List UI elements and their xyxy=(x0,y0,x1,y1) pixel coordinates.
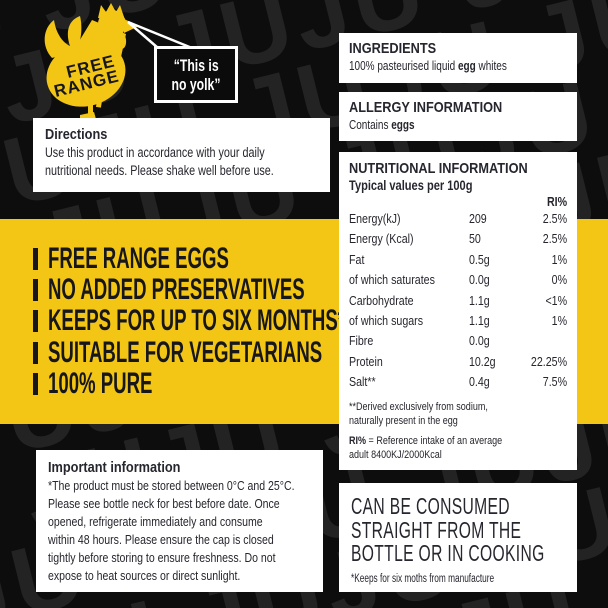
nutrition-row: Carbohydrate 1.1g <1% xyxy=(349,291,567,311)
speech-bubble-line1: “This is xyxy=(173,55,219,75)
claim-bullet-icon xyxy=(33,247,38,270)
nutrition-title: NUTRITIONAL INFORMATION xyxy=(349,160,528,177)
ri-bold: RI% xyxy=(349,434,367,447)
row-label: Fibre xyxy=(349,333,374,349)
row-ri: 7.5% xyxy=(542,374,568,390)
row-value: 0.4g xyxy=(468,374,490,390)
row-ri: 22.25% xyxy=(530,353,568,369)
row-ri: <1% xyxy=(545,292,568,308)
row-label: of which saturates xyxy=(349,272,435,288)
nutrition-row: Fat 0.5g 1% xyxy=(349,250,567,270)
claim-bullet-icon xyxy=(33,373,38,396)
row-value: 209 xyxy=(468,211,487,226)
ingredients-body: 100% pasteurised liquid egg whites xyxy=(349,58,523,75)
ingredients-text: 100% pasteurised liquid xyxy=(349,59,458,73)
row-value: 10.2g xyxy=(468,353,496,369)
important-information-panel: Important information *The product must … xyxy=(36,450,323,592)
claim-text: KEEPS FOR UP TO SIX MONTHS* xyxy=(48,304,345,338)
nutrition-subtitle: Typical values per 100g xyxy=(349,178,473,193)
ingredients-title: INGREDIENTS xyxy=(349,40,437,57)
row-label: Protein xyxy=(349,353,383,369)
claim-item: SUITABLE FOR VEGETARIANS xyxy=(33,335,527,369)
row-label: Salt** xyxy=(349,374,376,390)
nutrition-row: Energy(kJ) 209 2.5% xyxy=(349,209,567,229)
row-ri: 1% xyxy=(551,251,568,267)
ri-rest: = Reference intake of an average adult 8… xyxy=(349,434,503,462)
nutrition-footnote-ri: RI% = Reference intake of an average adu… xyxy=(349,434,567,463)
allergy-eggs-bold: eggs xyxy=(391,118,415,132)
row-value: 0.0g xyxy=(468,272,490,288)
nutrition-row: Fibre 0.0g xyxy=(349,331,567,351)
claim-item: FREE RANGE EGGS xyxy=(33,241,527,275)
claim-text: SUITABLE FOR VEGETARIANS xyxy=(48,335,323,369)
claim-item: KEEPS FOR UP TO SIX MONTHS* xyxy=(33,304,527,338)
allergy-body: Contains eggs xyxy=(349,117,523,134)
row-ri: 0% xyxy=(551,272,568,288)
row-value: 1.1g xyxy=(468,312,490,328)
speech-bubble: “This is no yolk” xyxy=(154,46,238,103)
consumption-footnote: *Keeps for six moths from manufacture xyxy=(351,572,495,585)
row-label: Carbohydrate xyxy=(349,292,414,308)
allergy-information-panel: ALLERGY INFORMATION Contains eggs xyxy=(339,92,577,141)
nutrition-row: Protein 10.2g 22.25% xyxy=(349,352,567,372)
claim-text: 100% PURE xyxy=(48,367,153,401)
claim-item: 100% PURE xyxy=(33,367,527,401)
directions-panel: Directions Use this product in accordanc… xyxy=(33,118,330,192)
row-label: Fat xyxy=(349,251,365,267)
row-value: 0.0g xyxy=(468,333,490,349)
ingredients-text-suffix: whites xyxy=(475,59,507,73)
ingredients-egg-bold: egg xyxy=(457,59,476,73)
nutrition-table: Typical values per 100g RI% Energy(kJ) 20… xyxy=(349,178,567,463)
consumption-panel: CAN BE CONSUMED STRAIGHT FROM THE BOTTLE… xyxy=(339,483,577,592)
claims-list: FREE RANGE EGGS NO ADDED PRESERVATIVES K… xyxy=(33,241,527,401)
speech-bubble-line2: no yolk” xyxy=(171,74,221,94)
nutrition-row: of which sugars 1.1g 1% xyxy=(349,311,567,331)
nutrition-row: of which saturates 0.0g 0% xyxy=(349,270,567,290)
nutrition-row: Energy (Kcal) 50 2.5% xyxy=(349,229,567,249)
directions-body: Use this product in accordance with your… xyxy=(45,145,274,178)
row-label: Energy (Kcal) xyxy=(349,231,414,247)
row-ri: 2.5% xyxy=(542,231,568,247)
free-range-chicken-icon: FREE RANGE xyxy=(44,3,139,123)
row-ri: 2.5% xyxy=(542,211,568,226)
speech-bubble-pointer xyxy=(127,20,193,50)
important-information-title: Important information xyxy=(48,459,181,476)
row-label: of which sugars xyxy=(349,312,424,328)
claim-text: FREE RANGE EGGS xyxy=(48,241,229,275)
row-ri: 1% xyxy=(551,312,568,328)
nutrition-footnote-sodium: **Derived exclusively from sodium, natur… xyxy=(349,400,488,428)
important-information-body: *The product must be stored between 0°C … xyxy=(48,478,295,583)
consumption-heading: CAN BE CONSUMED STRAIGHT FROM THE BOTTLE… xyxy=(351,493,545,566)
claim-item: NO ADDED PRESERVATIVES xyxy=(33,273,527,307)
row-value: 1.1g xyxy=(468,292,490,308)
nutrition-ri-header: RI% xyxy=(546,194,568,209)
claim-bullet-icon xyxy=(33,310,38,333)
row-value: 50 xyxy=(468,231,481,247)
claim-bullet-icon xyxy=(33,341,38,364)
row-value: 0.5g xyxy=(468,251,490,267)
nutrition-row: Salt** 0.4g 7.5% xyxy=(349,372,567,392)
claim-bullet-icon xyxy=(33,279,38,302)
ingredients-panel: INGREDIENTS 100% pasteurised liquid egg … xyxy=(339,33,577,83)
row-label: Energy(kJ) xyxy=(349,211,401,226)
allergy-text: Contains xyxy=(349,118,392,132)
directions-title: Directions xyxy=(45,126,108,143)
allergy-title: ALLERGY INFORMATION xyxy=(349,99,503,116)
claim-text: NO ADDED PRESERVATIVES xyxy=(48,273,305,307)
nutritional-information-panel: NUTRITIONAL INFORMATION Typical values p… xyxy=(339,152,577,470)
